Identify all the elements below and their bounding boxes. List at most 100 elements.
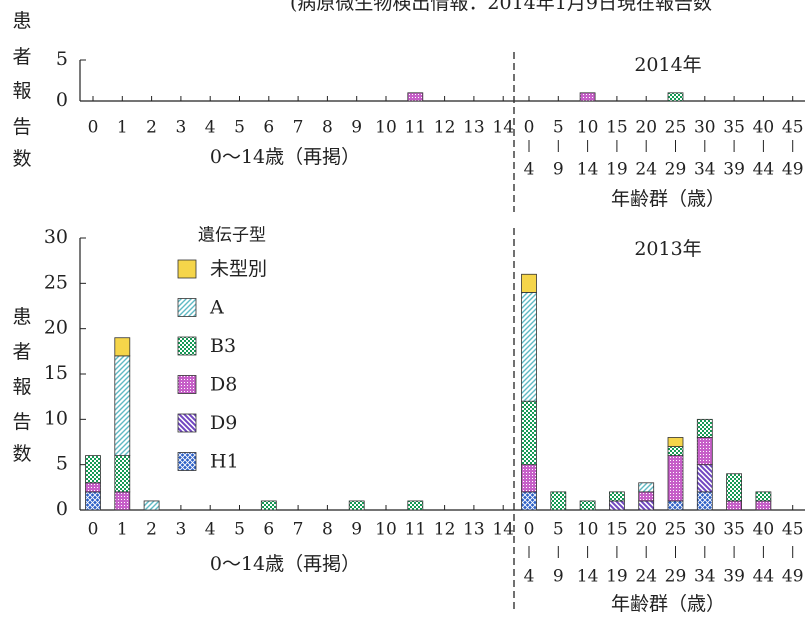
bar-segment [407,500,424,511]
legend-title: 遺伝子型 [198,226,266,246]
x-tick-label: 14 [577,567,599,587]
x-tick-label: 40 [753,118,775,138]
x-tick-label: 45 [782,118,804,138]
bar-segment [114,455,131,493]
bar-segment [521,400,537,466]
x-tick-label: 3 [175,118,186,138]
y-tick-label: 0 [56,89,68,111]
x-tick-label: 14 [492,520,514,540]
bar-segment [609,491,625,502]
x-tick-label: 0 [524,118,535,138]
x-tick-label: 5 [553,520,564,540]
x-tick-label: 4 [524,567,535,587]
x-tick-label: 35 [723,520,745,540]
y-axis-label: 患者報告数 [12,306,31,465]
x-tick-label: 9 [351,520,362,540]
year-label: 2014年 [634,54,701,76]
legend-label: B3 [210,335,236,357]
x-tick-label: 9 [553,567,564,587]
bar-segment [726,500,742,511]
x-tick-label: 15 [606,520,628,540]
x-tick-label: 7 [293,520,304,540]
x-tick-label: 49 [782,160,804,180]
y-tick-label: 30 [44,226,68,248]
x-tick-label: 10 [577,118,599,138]
x-tick-label: 0 [524,520,535,540]
x-tick-label: 44 [753,160,775,180]
x-tick-label: 9 [553,160,564,180]
legend-label: H1 [210,451,239,473]
x-tick-label: 14 [577,160,599,180]
x-tick-label: 5 [553,118,564,138]
bar-segment [579,500,596,511]
x-tick-label: 1 [117,520,128,540]
bar-segment [521,273,537,293]
x-tick-label: 45 [782,520,804,540]
x-axis-label: 0〜14歳（再掲） [210,553,360,575]
x-tick-label: 25 [665,118,687,138]
bar-segment [521,464,537,493]
x-tick-label: 0 [88,520,99,540]
x-tick-label: 40 [753,520,775,540]
x-tick-label: 8 [322,118,333,138]
bar-segment [143,500,160,511]
bar-segment [114,355,131,456]
bar-segment [407,92,424,102]
bar-segment [667,500,684,511]
x-tick-label: 39 [723,160,745,180]
x-tick-label: 35 [723,118,745,138]
x-tick-label: 20 [635,520,657,540]
y-tick-label: 20 [44,317,68,339]
x-tick-label: 5 [234,520,245,540]
x-tick-label: 7 [293,118,304,138]
x-axis-label: 年齢群（歳） [611,593,725,615]
x-tick-label: 11 [404,520,426,540]
x-tick-label: 10 [375,520,397,540]
x-tick-label: 30 [694,520,716,540]
bar-segment [579,92,596,102]
y-tick-label: 5 [56,48,68,70]
bar-segment [667,455,684,502]
legend-swatch [177,259,197,279]
x-tick-label: 29 [665,160,687,180]
x-tick-label: 10 [577,520,599,540]
year-label: 2013年 [634,238,701,260]
bar-segment [667,437,684,447]
x-tick-label: 34 [694,567,716,587]
bar-segment [638,500,655,511]
bar-segment [85,482,101,493]
bar-segment [521,291,537,402]
x-tick-label: 4 [524,160,535,180]
bar-segment [85,491,101,511]
x-tick-label: 34 [694,160,716,180]
x-tick-label: 15 [606,118,628,138]
legend-swatch [177,375,197,394]
x-tick-label: 4 [205,118,216,138]
x-tick-label: 2 [146,520,157,540]
bar-segment [696,418,713,438]
y-tick-label: 15 [44,362,68,384]
bar-segment [114,337,131,357]
page-title: (病原微生物検出情報：2014年1月9日現在報告数 [290,0,712,14]
bar-segment [696,491,713,511]
x-tick-label: 19 [606,567,628,587]
x-tick-label: 13 [463,118,485,138]
x-tick-label: 20 [635,118,657,138]
bar-segment [638,491,655,502]
x-tick-label: 1 [117,118,128,138]
x-tick-label: 30 [694,118,716,138]
bar-segment [114,491,131,511]
x-tick-label: 12 [434,118,456,138]
x-tick-label: 24 [635,567,657,587]
x-tick-label: 39 [723,567,745,587]
y-tick-label: 0 [56,498,68,520]
x-tick-label: 10 [375,118,397,138]
legend-swatch [177,336,197,356]
x-tick-label: 11 [404,118,426,138]
x-tick-label: 49 [782,567,804,587]
bar-segment [667,92,684,102]
x-tick-label: 6 [263,118,274,138]
x-tick-label: 9 [351,118,362,138]
x-tick-label: 44 [753,567,775,587]
bar-segment [260,500,277,511]
